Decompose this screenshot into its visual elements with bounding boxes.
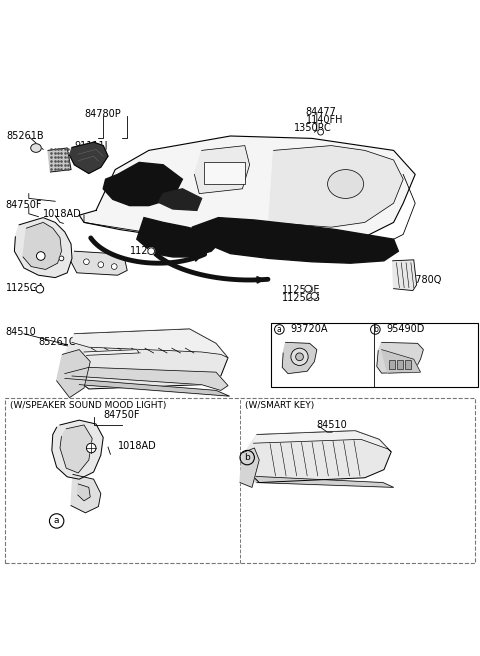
Polygon shape — [65, 367, 228, 390]
Ellipse shape — [327, 170, 364, 198]
Polygon shape — [382, 350, 420, 373]
Circle shape — [311, 293, 318, 299]
Circle shape — [86, 443, 96, 453]
Text: 84780P: 84780P — [84, 110, 121, 119]
Text: 84755M: 84755M — [76, 265, 115, 275]
Text: 1018AD: 1018AD — [43, 209, 82, 218]
Circle shape — [305, 285, 312, 292]
Text: (W/SMART KEY): (W/SMART KEY) — [245, 401, 314, 411]
Circle shape — [36, 285, 44, 293]
Text: 1125DE: 1125DE — [282, 285, 321, 295]
Text: 1018AD: 1018AD — [118, 441, 156, 451]
Text: a: a — [277, 325, 282, 334]
Polygon shape — [282, 342, 317, 374]
Polygon shape — [14, 218, 72, 277]
Polygon shape — [72, 329, 228, 358]
Bar — [271, 323, 478, 386]
Polygon shape — [244, 476, 394, 487]
Polygon shape — [71, 251, 127, 276]
FancyBboxPatch shape — [5, 398, 475, 564]
Circle shape — [148, 248, 155, 255]
Circle shape — [111, 264, 117, 270]
Text: 84750F: 84750F — [6, 200, 42, 210]
Polygon shape — [23, 222, 61, 270]
Polygon shape — [52, 420, 103, 479]
Polygon shape — [60, 425, 92, 473]
Polygon shape — [71, 474, 101, 513]
Polygon shape — [79, 136, 415, 241]
Text: 1140FH: 1140FH — [306, 115, 343, 125]
Circle shape — [318, 129, 324, 135]
Text: b: b — [373, 325, 378, 334]
Polygon shape — [393, 260, 417, 291]
Text: 84510: 84510 — [6, 327, 36, 337]
Polygon shape — [194, 146, 250, 194]
Polygon shape — [65, 329, 228, 389]
Text: 84510: 84510 — [317, 420, 348, 430]
Text: 1125GB: 1125GB — [282, 293, 321, 303]
Text: 84750F: 84750F — [103, 411, 140, 420]
Circle shape — [291, 348, 308, 365]
Text: 93720A: 93720A — [290, 325, 328, 335]
Text: 1350RC: 1350RC — [294, 123, 332, 133]
Text: a: a — [54, 516, 60, 525]
Polygon shape — [137, 218, 221, 257]
Polygon shape — [158, 189, 202, 211]
Polygon shape — [377, 342, 423, 373]
Text: 85261B: 85261B — [6, 131, 44, 141]
Text: 84477: 84477 — [306, 107, 336, 117]
Polygon shape — [245, 431, 391, 483]
Text: 91817: 91817 — [74, 150, 105, 159]
Circle shape — [98, 262, 104, 268]
Text: b: b — [244, 453, 250, 462]
Text: 91111J: 91111J — [74, 140, 108, 151]
Polygon shape — [65, 379, 229, 396]
Polygon shape — [78, 484, 90, 501]
Ellipse shape — [31, 144, 41, 152]
Ellipse shape — [123, 167, 170, 201]
Circle shape — [296, 353, 303, 361]
Polygon shape — [57, 350, 90, 398]
Polygon shape — [70, 142, 108, 173]
Polygon shape — [84, 350, 139, 356]
Polygon shape — [103, 163, 182, 205]
Polygon shape — [253, 431, 391, 452]
Circle shape — [36, 252, 45, 260]
Bar — [204, 163, 245, 184]
Bar — [389, 360, 395, 369]
Text: 85261C: 85261C — [38, 337, 76, 348]
Text: 1125KE: 1125KE — [130, 246, 167, 256]
Text: (W/SPEAKER SOUND MOOD LIGHT): (W/SPEAKER SOUND MOOD LIGHT) — [10, 401, 166, 411]
Text: 84780Q: 84780Q — [403, 275, 442, 285]
Polygon shape — [192, 218, 398, 263]
Polygon shape — [269, 146, 403, 227]
Circle shape — [59, 256, 64, 261]
Bar — [397, 360, 403, 369]
Circle shape — [84, 259, 89, 264]
Polygon shape — [240, 448, 259, 487]
Ellipse shape — [134, 175, 158, 193]
Text: 1125GA: 1125GA — [6, 283, 45, 293]
Bar — [405, 360, 411, 369]
Text: 95490D: 95490D — [386, 325, 425, 335]
Polygon shape — [48, 148, 71, 172]
